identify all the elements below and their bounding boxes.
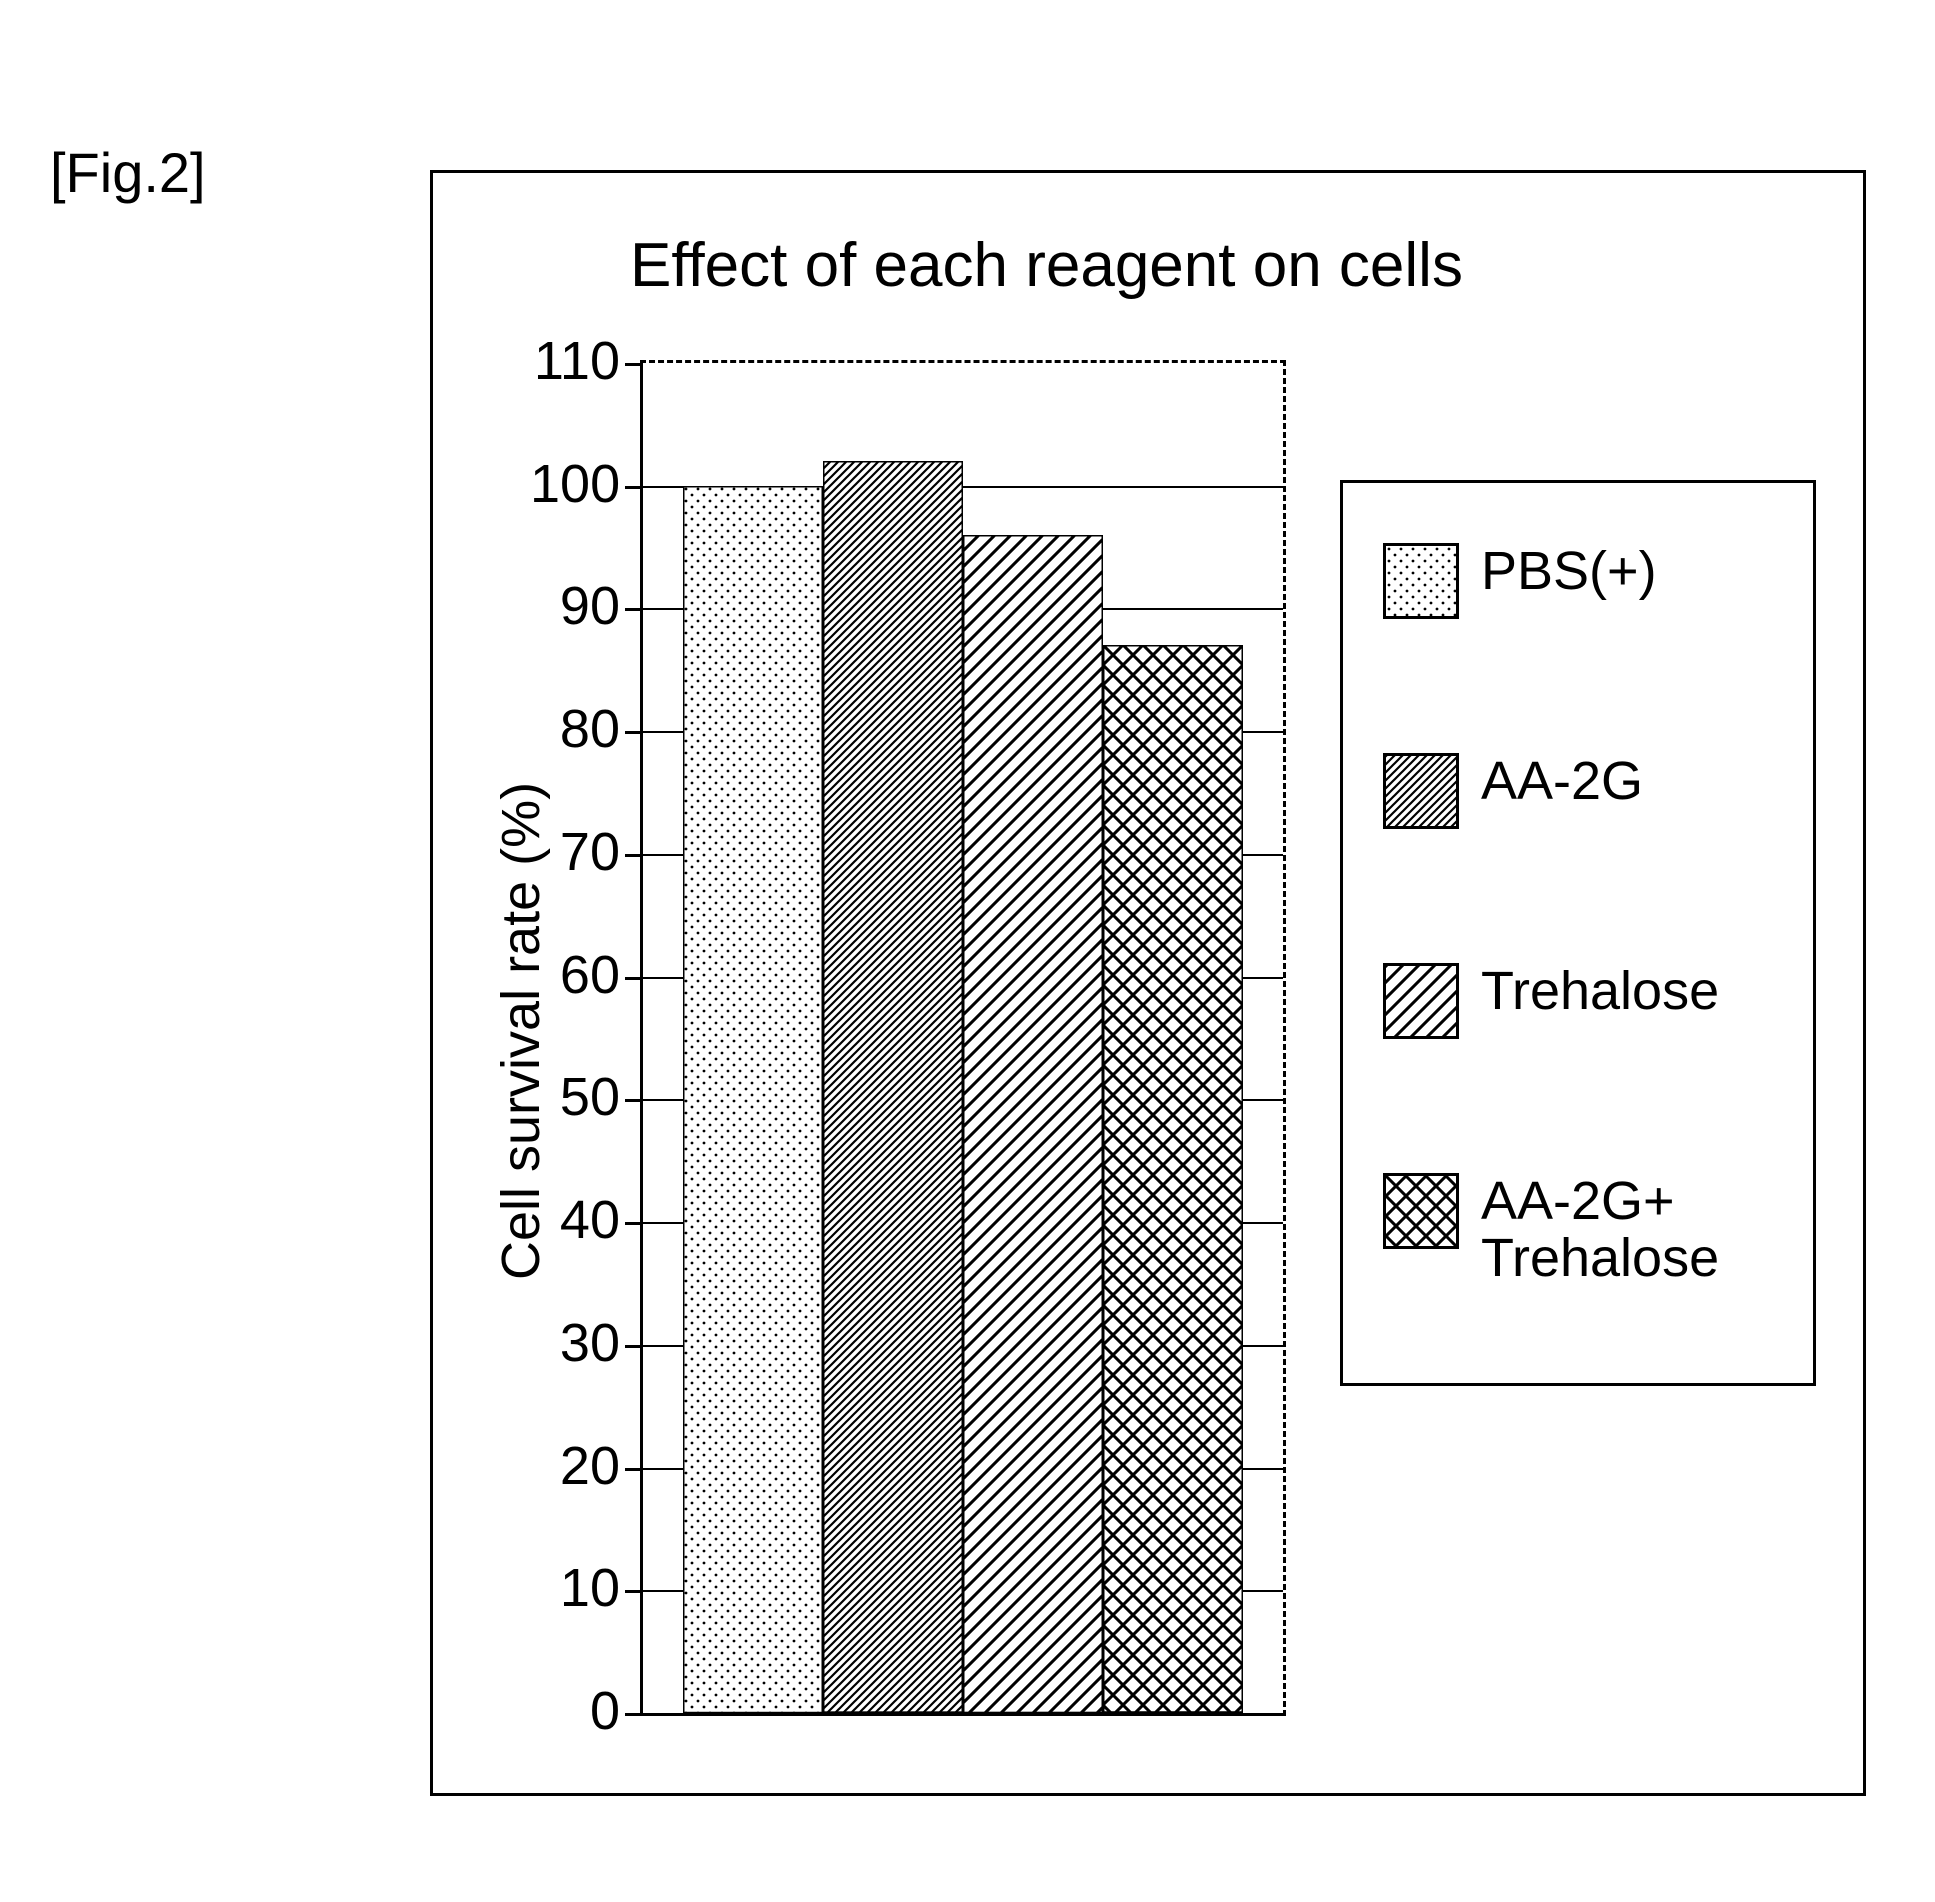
y-tick-label: 30 xyxy=(530,1312,620,1374)
y-tick-mark xyxy=(625,1099,643,1102)
y-tick-mark xyxy=(625,1468,643,1471)
y-tick-label: 70 xyxy=(530,821,620,883)
y-tick-label: 0 xyxy=(530,1680,620,1742)
y-tick-label: 60 xyxy=(530,944,620,1006)
legend-item: AA-2G+Trehalose xyxy=(1383,1173,1719,1286)
y-tick-mark xyxy=(625,1713,643,1716)
page: [Fig.2] Effect of each reagent on cells … xyxy=(0,0,1935,1902)
legend-label: PBS(+) xyxy=(1481,543,1657,600)
legend-label: AA-2G xyxy=(1481,753,1643,810)
chart-title: Effect of each reagent on cells xyxy=(630,230,1463,301)
y-tick-mark xyxy=(625,1590,643,1593)
legend-box: PBS(+) AA-2G Trehalose AA-2G+Trehalose xyxy=(1340,480,1816,1386)
y-tick-mark xyxy=(625,977,643,980)
y-tick-mark xyxy=(625,486,643,489)
bar xyxy=(1103,645,1243,1713)
bar xyxy=(963,535,1103,1713)
y-tick-mark xyxy=(625,363,643,366)
y-tick-mark xyxy=(625,608,643,611)
y-tick-label: 100 xyxy=(530,453,620,515)
y-tick-label: 40 xyxy=(530,1189,620,1251)
legend-swatch xyxy=(1383,1173,1459,1249)
y-tick-mark xyxy=(625,1345,643,1348)
y-tick-mark xyxy=(625,731,643,734)
bar xyxy=(683,486,823,1713)
y-tick-mark xyxy=(625,1222,643,1225)
legend-item: AA-2G xyxy=(1383,753,1643,829)
plot-area xyxy=(640,360,1286,1716)
y-tick-label: 110 xyxy=(530,330,620,392)
y-tick-mark xyxy=(625,854,643,857)
legend-label: AA-2G+Trehalose xyxy=(1481,1173,1719,1286)
legend-item: PBS(+) xyxy=(1383,543,1657,619)
bar xyxy=(823,461,963,1713)
y-tick-label: 90 xyxy=(530,575,620,637)
legend-item: Trehalose xyxy=(1383,963,1719,1039)
legend-swatch xyxy=(1383,963,1459,1039)
y-tick-label: 80 xyxy=(530,698,620,760)
figure-label: [Fig.2] xyxy=(50,140,206,205)
legend-label: Trehalose xyxy=(1481,963,1719,1020)
y-tick-label: 10 xyxy=(530,1557,620,1619)
y-tick-label: 50 xyxy=(530,1066,620,1128)
legend-swatch xyxy=(1383,753,1459,829)
y-tick-label: 20 xyxy=(530,1435,620,1497)
legend-swatch xyxy=(1383,543,1459,619)
